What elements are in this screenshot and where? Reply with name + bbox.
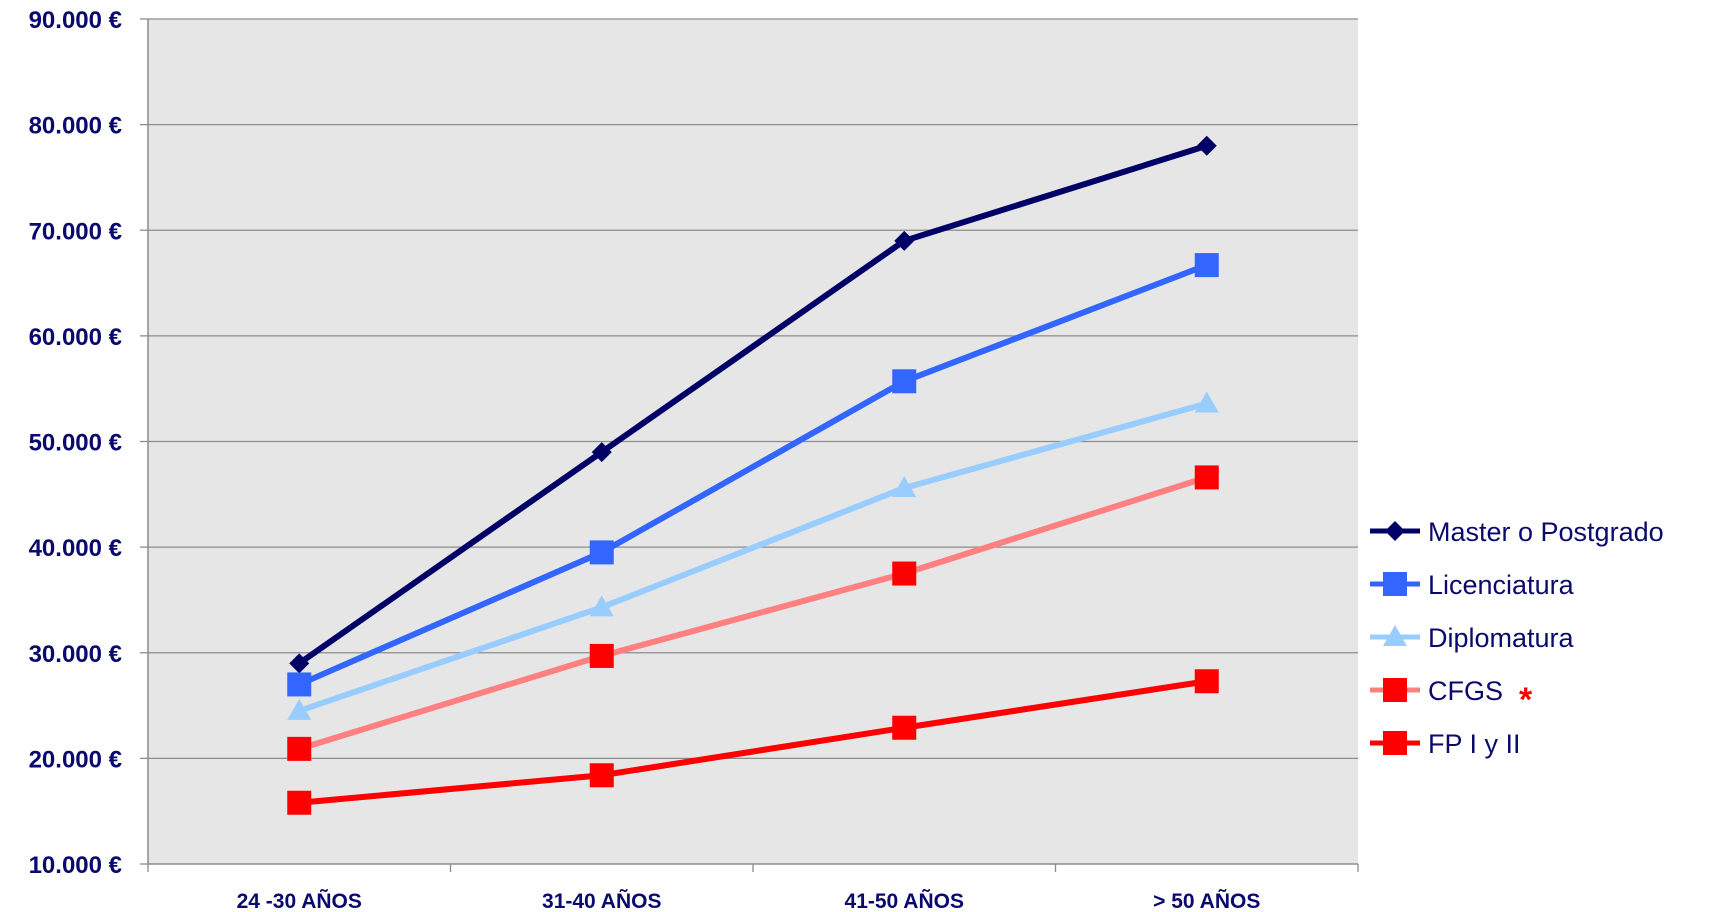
data-point <box>589 643 614 668</box>
data-point <box>591 442 612 463</box>
y-tick-label: 70.000 € <box>29 218 122 245</box>
legend-note: * <box>1519 681 1533 719</box>
data-point <box>1194 253 1219 278</box>
data-point <box>894 230 915 251</box>
x-tick-label: 41-50 AÑOS <box>845 890 964 912</box>
legend-item: Licenciatura <box>1370 570 1575 600</box>
legend-label: Master o Postgrado <box>1428 517 1664 547</box>
series-group <box>287 253 1219 697</box>
y-tick-label: 60.000 € <box>29 324 122 351</box>
x-tick-label: 24 -30 AÑOS <box>237 890 362 912</box>
data-point <box>589 540 614 565</box>
data-point <box>1194 465 1219 490</box>
series-line <box>296 400 1210 714</box>
legend-item: FP I y II <box>1370 729 1521 759</box>
data-point <box>1194 391 1219 413</box>
legend-label: FP I y II <box>1428 729 1521 759</box>
legend-label: CFGS <box>1428 676 1503 706</box>
series <box>287 135 1219 815</box>
data-point <box>1383 625 1407 646</box>
data-point <box>589 595 614 617</box>
series-line <box>296 474 1210 752</box>
y-tick-label: 50.000 € <box>29 430 122 457</box>
y-tick-label: 90.000 € <box>29 7 122 34</box>
data-point <box>892 561 917 586</box>
data-point <box>287 698 312 720</box>
legend-label: Licenciatura <box>1428 570 1575 600</box>
data-point <box>1383 731 1407 755</box>
data-point <box>287 790 312 815</box>
legend-item: Master o Postgrado <box>1370 517 1664 547</box>
series-line <box>296 262 1210 688</box>
y-tick-label: 20.000 € <box>29 746 122 773</box>
data-point <box>289 653 310 674</box>
series-group <box>287 465 1219 761</box>
data-point <box>892 715 917 740</box>
data-point <box>1196 135 1217 156</box>
x-tick-label: > 50 AÑOS <box>1153 890 1260 912</box>
data-point <box>892 369 917 394</box>
y-tick-label: 80.000 € <box>29 113 122 140</box>
legend-item: CFGS * <box>1370 676 1533 719</box>
axes <box>140 18 1359 872</box>
series-group <box>287 391 1219 720</box>
data-point <box>1383 678 1407 702</box>
y-tick-label: 30.000 € <box>29 641 122 668</box>
data-point <box>892 475 917 497</box>
y-tick-label: 40.000 € <box>29 535 122 562</box>
legend: Master o Postgrado Licenciatura Diplomatur… <box>1370 517 1664 759</box>
legend-item: Diplomatura <box>1370 623 1575 653</box>
series-group <box>287 669 1219 815</box>
x-axis-ticks: 24 -30 AÑOS 31-40 AÑOS 41-50 AÑOS > 50 AÑOS <box>237 890 1261 912</box>
data-point <box>1383 572 1407 596</box>
x-tick-label: 31-40 AÑOS <box>542 890 661 912</box>
data-point <box>589 763 614 788</box>
y-tick-label: 10.000 € <box>29 852 122 879</box>
series-line <box>296 678 1210 806</box>
data-point <box>287 672 312 697</box>
y-axis-ticks: 10.000 € 20.000 € 30.000 € 40.000 € 50.000 €… <box>29 7 122 879</box>
data-point <box>1385 521 1405 541</box>
series-group <box>289 135 1217 674</box>
legend-label: Diplomatura <box>1428 623 1575 653</box>
data-point <box>1194 669 1219 694</box>
series-line <box>296 142 1210 667</box>
data-point <box>287 736 312 761</box>
